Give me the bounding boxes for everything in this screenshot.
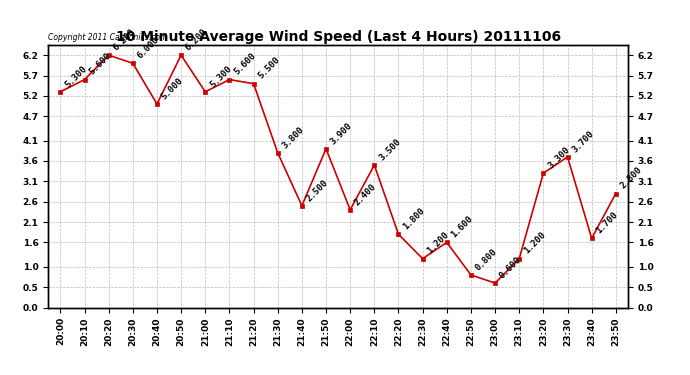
Text: Copyright 2011 Cartronics.com: Copyright 2011 Cartronics.com	[48, 33, 168, 42]
Text: 3.500: 3.500	[377, 137, 402, 162]
Text: 6.200: 6.200	[184, 27, 209, 52]
Text: 1.200: 1.200	[522, 231, 547, 256]
Text: 3.900: 3.900	[329, 121, 354, 146]
Text: 1.700: 1.700	[595, 210, 620, 236]
Text: 2.800: 2.800	[619, 165, 644, 191]
Text: 0.600: 0.600	[498, 255, 523, 280]
Text: 1.600: 1.600	[450, 214, 475, 240]
Text: 6.000: 6.000	[136, 35, 161, 60]
Text: 3.800: 3.800	[281, 125, 306, 150]
Text: 0.800: 0.800	[474, 247, 499, 272]
Text: 3.700: 3.700	[571, 129, 595, 154]
Text: 5.300: 5.300	[208, 64, 233, 89]
Text: 5.300: 5.300	[63, 64, 88, 89]
Text: 3.300: 3.300	[546, 145, 571, 170]
Text: 5.600: 5.600	[233, 51, 257, 77]
Text: 5.600: 5.600	[88, 51, 112, 77]
Text: 1.800: 1.800	[402, 206, 426, 231]
Text: 5.000: 5.000	[160, 76, 185, 101]
Title: 10 Minute Average Wind Speed (Last 4 Hours) 20111106: 10 Minute Average Wind Speed (Last 4 Hou…	[115, 30, 561, 44]
Text: 6.200: 6.200	[112, 27, 137, 52]
Text: 1.200: 1.200	[426, 231, 451, 256]
Text: 2.400: 2.400	[353, 182, 378, 207]
Text: 2.500: 2.500	[305, 178, 330, 203]
Text: 5.500: 5.500	[257, 56, 282, 81]
